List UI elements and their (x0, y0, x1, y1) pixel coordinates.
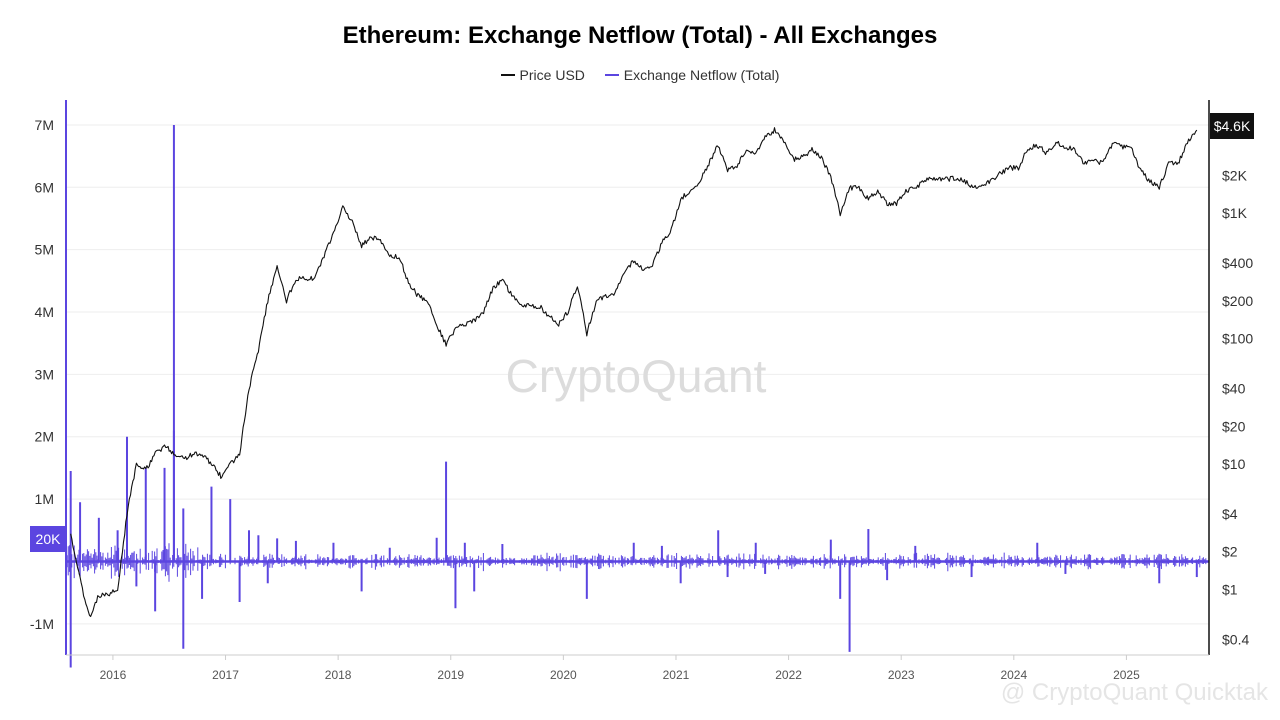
netflow-badge: 20K (30, 526, 66, 552)
chart-legend: Price USD Exchange Netflow (Total) (0, 63, 1280, 83)
left-tick-label: 5M (35, 242, 54, 258)
price-badge-label: $4.6K (1214, 118, 1251, 134)
watermark-text: CryptoQuant (506, 350, 767, 402)
right-tick-label: $1 (1222, 581, 1238, 597)
left-tick-label: 1M (35, 491, 54, 507)
left-tick-label: 2M (35, 429, 54, 445)
x-tick-label: 2016 (100, 668, 127, 682)
legend-swatch-netflow (604, 74, 619, 76)
price-line (70, 127, 1198, 618)
netflow-badge-label: 20K (36, 531, 62, 547)
right-axis-ticks: $2K $1K $400 $200 $100 $40 $20 $10 $4 $2 $1 $0.4 (1222, 167, 1253, 647)
netflow-series (66, 124, 1209, 668)
right-tick-label: $10 (1222, 456, 1246, 472)
x-tick-label: 2024 (1000, 668, 1027, 682)
legend-label-price: Price USD (519, 67, 585, 83)
price-badge-bg (1210, 113, 1254, 139)
legend-item-price[interactable]: Price USD (500, 67, 585, 83)
netflow-badge-bg (30, 526, 66, 552)
left-tick-label: -1M (30, 616, 54, 632)
x-tick-label: 2025 (1113, 668, 1140, 682)
x-tick-label: 2023 (888, 668, 915, 682)
axes (65, 100, 1210, 656)
right-tick-label: $40 (1222, 381, 1246, 397)
right-tick-label: $1K (1222, 205, 1248, 221)
legend-label-netflow: Exchange Netflow (Total) (623, 67, 780, 83)
x-tick-label: 2021 (663, 668, 690, 682)
x-axis-ticks: 2016 2017 2018 2019 2020 2021 2022 2023 2024 2025 (100, 655, 1140, 682)
x-tick-label: 2017 (212, 668, 239, 682)
right-tick-label: $2K (1222, 167, 1248, 183)
credit-text: @ CryptoQuant Quicktak (1001, 679, 1269, 706)
left-tick-label: 3M (35, 366, 54, 382)
left-axis-ticks: -1M 1M 2M 3M 4M 5M 6M 7M (30, 117, 54, 632)
right-tick-label: $2 (1222, 544, 1238, 560)
left-tick-label: 7M (35, 117, 54, 133)
x-tick-label: 2018 (325, 668, 352, 682)
x-tick-label: 2019 (437, 668, 464, 682)
right-tick-label: $100 (1222, 331, 1253, 347)
x-tick-label: 2022 (775, 668, 802, 682)
right-tick-label: $20 (1222, 418, 1246, 434)
chart-title: Ethereum: Exchange Netflow (Total) - All… (342, 22, 938, 49)
left-tick-label: 4M (35, 304, 54, 320)
right-tick-label: $0.4 (1222, 631, 1249, 647)
x-tick-label: 2020 (550, 668, 577, 682)
right-tick-label: $200 (1222, 293, 1253, 309)
legend-item-netflow[interactable]: Exchange Netflow (Total) (604, 67, 780, 83)
legend-swatch-price (500, 74, 515, 76)
right-tick-label: $4 (1222, 506, 1238, 522)
price-series (70, 127, 1198, 618)
grid (66, 124, 1209, 625)
left-tick-label: 6M (35, 179, 54, 195)
right-tick-label: $400 (1222, 255, 1253, 271)
price-badge: $4.6K (1210, 113, 1254, 139)
